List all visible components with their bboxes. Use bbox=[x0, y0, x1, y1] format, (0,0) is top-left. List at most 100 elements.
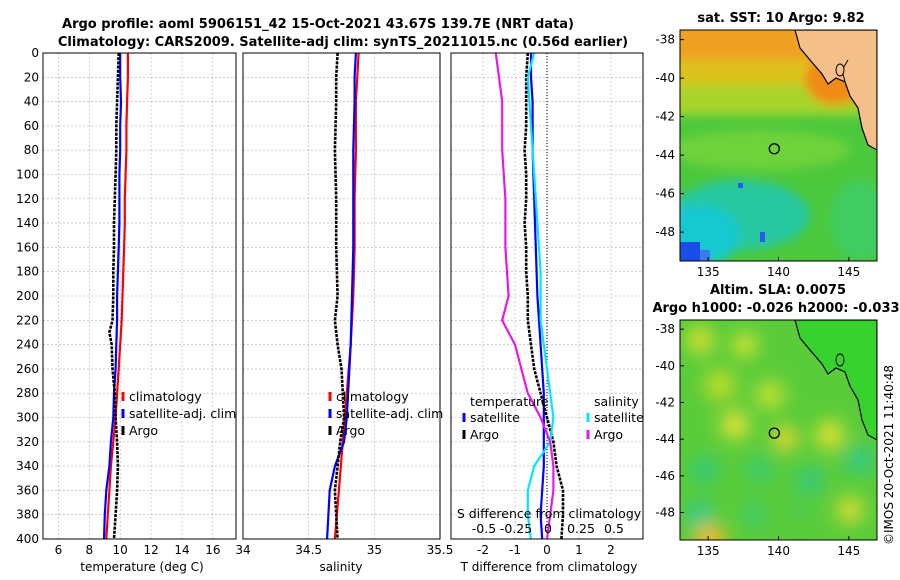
series-line-salinity-argo bbox=[494, 52, 555, 540]
temperature-profile-panel: 6 8 10 12 14 16020406080100120140160180200220… bbox=[16, 46, 237, 557]
series-line-salinity-satellite bbox=[526, 52, 555, 540]
x-tick-label: 35.5 bbox=[427, 543, 454, 557]
series-line-climatology bbox=[105, 53, 130, 540]
legend-label: climatology bbox=[129, 389, 202, 404]
y-tick-label: 100 bbox=[16, 168, 39, 182]
x-tick-label: 10 bbox=[113, 543, 128, 557]
legend-temperature-title: temperature bbox=[470, 394, 549, 409]
x-tick-label: 14 bbox=[174, 543, 189, 557]
y-tick-label: 80 bbox=[24, 143, 39, 157]
sla-map-title: Altim. SLA: 0.0075 bbox=[710, 283, 846, 298]
x-tick-label: 0 bbox=[543, 543, 551, 557]
map-x-tick-label: 145 bbox=[837, 265, 860, 279]
map-y-tick-label: -38 bbox=[655, 322, 675, 336]
map-x-tick-label: 145 bbox=[837, 544, 860, 558]
x2-tick-label: 0.5 bbox=[604, 521, 624, 536]
series-line-temperature-argo bbox=[523, 52, 565, 540]
map-y-tick-label: -48 bbox=[655, 225, 675, 239]
legend-label: satellite-adj. clim bbox=[129, 406, 236, 421]
map-y-tick-label: -46 bbox=[655, 469, 675, 483]
y-tick-label: 280 bbox=[16, 386, 39, 400]
map-y-tick-label: -44 bbox=[655, 432, 675, 446]
legend-label: Argo bbox=[594, 427, 623, 442]
salinity-xlabel: salinity bbox=[319, 560, 362, 574]
legend-label: satellite-adj. clim bbox=[336, 406, 443, 421]
series-line-argo bbox=[333, 52, 346, 540]
salinity-profile-panel: 34 34.5 35 35.5 climatology satellite-adj. cl… bbox=[235, 52, 454, 557]
series-line-satellite-adj-clim bbox=[326, 52, 357, 540]
y-tick-label: 200 bbox=[16, 289, 39, 303]
map-y-tick-label: -42 bbox=[655, 396, 675, 410]
map-y-tick-label: -38 bbox=[655, 33, 675, 47]
x2-tick-label: -0.25 bbox=[500, 521, 532, 536]
map-x-tick-label: 140 bbox=[767, 544, 790, 558]
sst-map-ticks: 135 140 145 -38 -40 -42 -44 -46 -48 bbox=[655, 33, 860, 279]
y-tick-label: 160 bbox=[16, 240, 39, 254]
x2-tick-label: 0 bbox=[544, 521, 552, 536]
legend-label: Argo bbox=[470, 427, 499, 442]
temperature-xlabel: temperature (deg C) bbox=[80, 560, 203, 574]
legend-label: satellite bbox=[594, 410, 644, 425]
map-y-tick-label: -46 bbox=[655, 187, 675, 201]
x-tick-label: 2 bbox=[607, 543, 615, 557]
legend-label: Argo bbox=[129, 423, 158, 438]
x-tick-label: -1 bbox=[509, 543, 521, 557]
series-line-argo bbox=[108, 52, 120, 540]
map-y-tick-label: -48 bbox=[655, 506, 675, 520]
y-tick-label: 220 bbox=[16, 313, 39, 327]
difference-xlabel2: S difference from climatology bbox=[457, 506, 642, 521]
y-tick-label: 320 bbox=[16, 435, 39, 449]
y-tick-label: 140 bbox=[16, 216, 39, 230]
legend-label: satellite bbox=[470, 410, 520, 425]
y-tick-label: 20 bbox=[24, 70, 39, 84]
y-tick-label: 240 bbox=[16, 338, 39, 352]
sla-map-subtitle: Argo h1000: -0.026 h2000: -0.033 bbox=[652, 301, 899, 316]
argo-position-marker bbox=[768, 143, 780, 155]
y-tick-label: 380 bbox=[16, 508, 39, 522]
title-line-1: Argo profile: aoml 5906151_42 15-Oct-202… bbox=[62, 17, 574, 32]
series-line-satellite-adj-clim bbox=[102, 53, 123, 540]
y-tick-label: 340 bbox=[16, 459, 39, 473]
x-tick-label: 35 bbox=[367, 543, 382, 557]
map-x-tick-label: 140 bbox=[767, 265, 790, 279]
sst-map-title: sat. SST: 10 Argo: 9.82 bbox=[697, 11, 864, 26]
x-tick-label: -2 bbox=[477, 543, 489, 557]
title-line-2: Climatology: CARS2009. Satellite-adj cli… bbox=[58, 35, 628, 50]
map-x-tick-label: 135 bbox=[697, 265, 720, 279]
x-tick-label: 1 bbox=[575, 543, 583, 557]
map-x-tick-label: 135 bbox=[697, 544, 720, 558]
y-tick-label: 0 bbox=[31, 46, 39, 60]
y-tick-label: 180 bbox=[16, 265, 39, 279]
x-tick-label: 34.5 bbox=[295, 543, 322, 557]
y-tick-label: 260 bbox=[16, 362, 39, 376]
x2-tick-label: -0.5 bbox=[472, 521, 496, 536]
y-tick-label: 300 bbox=[16, 411, 39, 425]
y-tick-label: 40 bbox=[24, 95, 39, 109]
sst-map: 135 140 145 -38 -40 -42 -44 -46 -48 sat. SST: 10… bbox=[655, 11, 878, 279]
imos-watermark: ©IMOS 20-Oct-2021 11:40:48 bbox=[882, 365, 896, 545]
map-y-tick-label: -44 bbox=[655, 148, 675, 162]
sla-map: 135 140 145 -38 -40 -42 -44 -46 -48 Altim. SLA: … bbox=[652, 283, 899, 558]
x-tick-label: 12 bbox=[143, 543, 158, 557]
difference-xlabel: T difference from climatology bbox=[460, 560, 638, 574]
y-tick-label: 120 bbox=[16, 192, 39, 206]
y-tick-label: 360 bbox=[16, 483, 39, 497]
y-tick-label: 400 bbox=[16, 532, 39, 546]
map-y-tick-label: -40 bbox=[655, 359, 675, 373]
x-tick-label: 6 bbox=[55, 543, 63, 557]
legend-label: climatology bbox=[336, 389, 409, 404]
map-y-tick-label: -42 bbox=[655, 110, 675, 124]
x-tick-label: 8 bbox=[85, 543, 93, 557]
series-line-temperature-satellite bbox=[529, 53, 545, 540]
x-tick-label: 34 bbox=[235, 543, 250, 557]
map-y-tick-label: -40 bbox=[655, 71, 675, 85]
argo-position-marker bbox=[768, 427, 780, 439]
x-tick-label: 16 bbox=[205, 543, 220, 557]
sla-map-ticks: 135 140 145 -38 -40 -42 -44 -46 -48 bbox=[655, 322, 860, 558]
legend-label: Argo bbox=[336, 423, 365, 438]
y-tick-label: 60 bbox=[24, 119, 39, 133]
x2-tick-label: 0.25 bbox=[567, 521, 595, 536]
legend-salinity-title: salinity bbox=[594, 394, 639, 409]
